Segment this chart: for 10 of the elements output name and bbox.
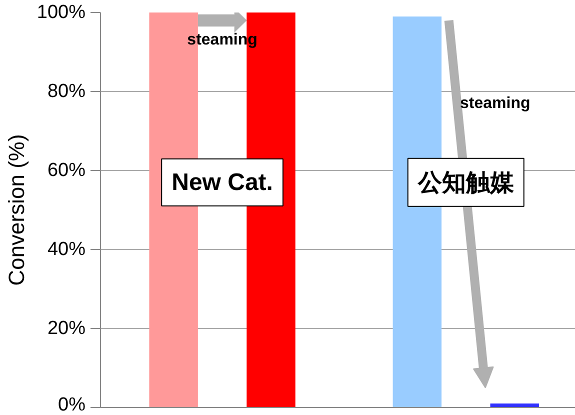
y-tick-label: 40% — [47, 239, 86, 260]
y-tick-label: 60% — [47, 160, 86, 181]
y-tick-label: 20% — [47, 318, 86, 339]
y-tick-label: 0% — [58, 394, 86, 415]
annotation: steaming — [460, 94, 530, 112]
y-axis-title: Conversion (%) — [4, 134, 29, 286]
y-tick-label: 100% — [36, 2, 86, 23]
y-tick-label: 80% — [47, 81, 86, 102]
annotation: 公知触媒 — [416, 168, 514, 196]
annotation: New Cat. — [172, 168, 273, 196]
